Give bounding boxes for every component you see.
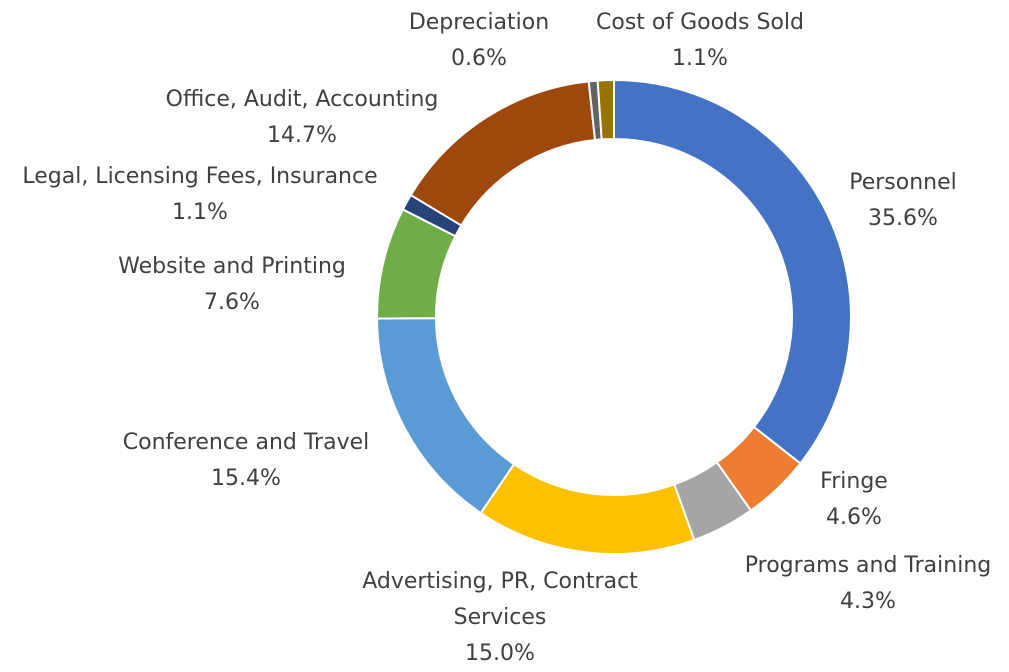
value-label: 1.1% (172, 200, 228, 225)
data-label: Depreciation 0.6% (409, 5, 549, 77)
value-label: 7.6% (204, 290, 260, 315)
data-label: Website and Printing 7.6% (118, 249, 346, 321)
category-label: Fringe (820, 469, 888, 494)
data-label: Personnel 35.6% (849, 165, 957, 237)
donut-segment (479, 462, 696, 555)
data-label: Fringe 4.6% (820, 464, 888, 536)
data-label: Cost of Goods Sold 1.1% (596, 5, 804, 77)
donut-segment (409, 80, 597, 227)
category-label: Legal, Licensing Fees, Insurance (22, 164, 378, 189)
donut-segment (596, 78, 615, 141)
data-label: Conference and Travel 15.4% (123, 425, 370, 497)
category-label: Depreciation (408, 10, 550, 35)
data-label: Office, Audit, Accounting 14.7% (166, 82, 439, 154)
category-label: Programs and Training (744, 553, 992, 578)
category-label: Conference and Travel (122, 430, 370, 455)
category-label: Office, Audit, Accounting (165, 87, 439, 112)
value-label: 35.6% (868, 206, 938, 231)
value-label: 0.6% (451, 46, 507, 71)
value-label: 1.1% (672, 46, 728, 71)
donut-segment (375, 317, 516, 515)
value-label: 15.0% (465, 641, 535, 666)
category-label: Website and Printing (118, 254, 346, 279)
data-label: Legal, Licensing Fees, Insurance 1.1% (22, 159, 377, 231)
category-label: Advertising, PR, Contract Services (362, 569, 638, 630)
value-label: 4.6% (826, 505, 882, 530)
category-label: Personnel (849, 170, 957, 195)
category-label: Cost of Goods Sold (596, 10, 804, 35)
value-label: 4.3% (840, 589, 896, 614)
data-label: Advertising, PR, Contract Services 15.0% (350, 564, 650, 672)
data-label: Programs and Training 4.3% (745, 548, 991, 620)
donut-segment (613, 78, 852, 465)
value-label: 14.7% (267, 123, 337, 148)
value-label: 15.4% (211, 466, 281, 491)
